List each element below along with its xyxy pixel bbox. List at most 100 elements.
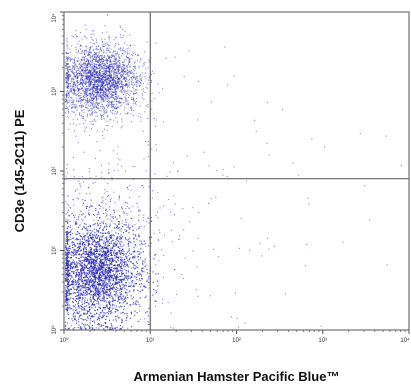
scatter-point — [66, 87, 68, 89]
scatter-point — [101, 108, 103, 110]
scatter-point — [72, 86, 74, 88]
scatter-point — [111, 54, 113, 56]
scatter-point — [79, 72, 81, 74]
scatter-point — [92, 43, 94, 45]
scatter-point — [69, 58, 71, 60]
scatter-point — [73, 64, 75, 66]
scatter-point — [123, 70, 125, 72]
scatter-point — [103, 101, 105, 103]
scatter-point — [133, 92, 135, 94]
scatter-point — [111, 105, 113, 107]
scatter-point — [77, 100, 79, 102]
scatter-point — [67, 92, 69, 94]
scatter-point — [98, 96, 100, 98]
scatter-point — [104, 59, 106, 61]
scatter-point — [85, 82, 87, 84]
scatter-point — [103, 96, 105, 98]
scatter-point — [118, 69, 120, 71]
scatter-point — [103, 82, 105, 84]
scatter-point — [114, 68, 116, 70]
scatter-point — [145, 105, 147, 107]
scatter-point — [91, 114, 93, 116]
scatter-point — [82, 68, 84, 70]
scatter-point — [113, 51, 115, 53]
scatter-point — [110, 107, 112, 109]
scatter-point — [98, 62, 100, 64]
scatter-point — [91, 128, 93, 130]
scatter-point — [147, 106, 149, 108]
scatter-point — [70, 80, 72, 82]
scatter-point — [114, 63, 116, 65]
scatter-point — [102, 76, 104, 78]
scatter-point — [79, 67, 81, 69]
scatter-point — [104, 99, 106, 101]
scatter-point — [125, 70, 127, 72]
scatter-point — [100, 304, 102, 306]
scatter-point — [108, 75, 110, 77]
scatter-point — [120, 102, 122, 104]
scatter-point — [100, 55, 102, 57]
scatter-point — [99, 95, 101, 97]
scatter-point — [96, 74, 98, 76]
scatter-point — [92, 101, 94, 103]
scatter-point — [148, 59, 150, 61]
scatter-point — [125, 97, 127, 99]
scatter-point — [103, 93, 105, 95]
scatter-point — [81, 106, 83, 108]
scatter-point — [105, 83, 107, 85]
scatter-point — [107, 80, 109, 82]
scatter-point — [96, 76, 98, 78]
scatter-point — [116, 87, 118, 89]
scatter-point — [101, 103, 103, 105]
scatter-point — [94, 80, 96, 82]
scatter-point — [81, 63, 83, 65]
scatter-point — [72, 66, 74, 68]
scatter-point — [147, 104, 149, 106]
scatter-point — [120, 75, 122, 77]
scatter-point — [90, 81, 92, 83]
scatter-point — [118, 72, 120, 74]
scatter-point — [81, 59, 83, 61]
scatter-point — [71, 104, 73, 106]
scatter-point — [106, 77, 108, 79]
scatter-point — [135, 76, 137, 78]
scatter-point — [87, 65, 89, 67]
scatter-point — [139, 84, 141, 86]
scatter-point — [88, 51, 90, 53]
scatter-point — [77, 72, 79, 74]
scatter-point — [94, 84, 96, 86]
scatter-point — [124, 96, 126, 98]
scatter-point — [82, 69, 84, 71]
scatter-point — [95, 47, 97, 49]
scatter-point — [153, 98, 155, 100]
scatter-point — [92, 72, 94, 74]
scatter-point — [134, 65, 136, 67]
scatter-point — [70, 89, 72, 91]
scatter-point — [69, 99, 71, 101]
scatter-point — [106, 98, 108, 100]
scatter-point — [124, 30, 126, 32]
scatter-point — [95, 71, 97, 73]
scatter-point — [131, 90, 133, 92]
scatter-point — [74, 56, 76, 58]
scatter-point — [90, 41, 92, 43]
scatter-point — [104, 76, 106, 78]
scatter-point — [115, 103, 117, 105]
scatter-point — [66, 91, 68, 93]
scatter-point — [105, 92, 107, 94]
scatter-point — [116, 88, 118, 90]
scatter-point — [104, 95, 106, 97]
scatter-point — [107, 83, 109, 85]
scatter-point — [95, 111, 97, 113]
scatter-point — [88, 48, 90, 50]
scatter-point — [101, 71, 103, 73]
scatter-point — [138, 67, 140, 69]
scatter-point — [102, 89, 104, 91]
scatter-point — [116, 107, 118, 109]
scatter-point — [121, 98, 123, 100]
scatter-point — [102, 92, 104, 94]
scatter-point — [65, 94, 67, 96]
scatter-point — [68, 66, 70, 68]
scatter-point — [89, 64, 91, 66]
scatter-point — [93, 80, 95, 82]
